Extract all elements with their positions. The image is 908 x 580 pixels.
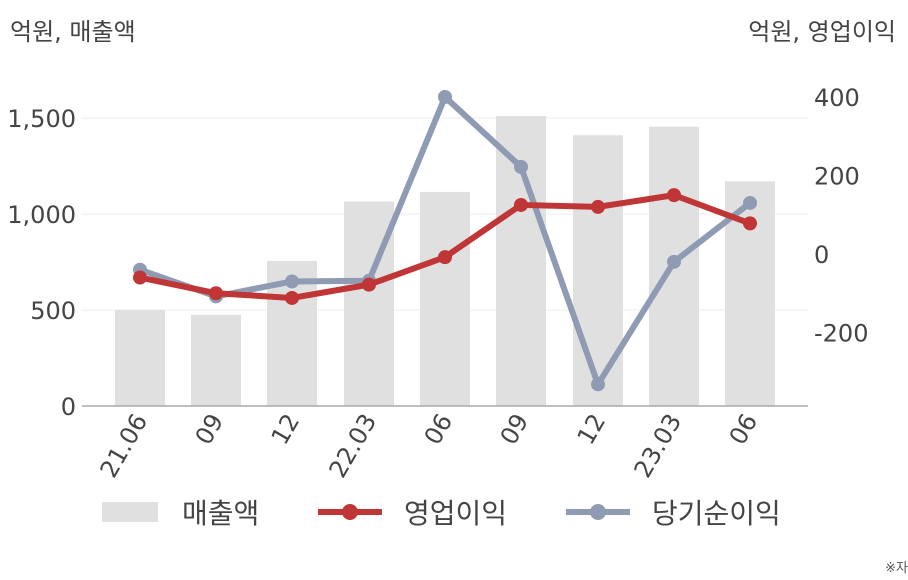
legend-label-operating-profit: 영업이익 [404,497,508,530]
x-tick-label: 09 [190,409,230,449]
data-point [514,197,528,212]
data-point [285,274,299,289]
data-point [743,195,757,210]
y-right-tick-label: 200 [814,163,860,191]
data-point [514,159,528,174]
y-right-tick-label: -200 [814,320,868,348]
legend-swatch-bar [102,502,158,522]
x-tick-label: 12 [572,409,612,449]
y-left-tick-label: 1,500 [7,105,76,133]
y-left-tick-label: 0 [61,393,76,421]
data-point [667,254,681,269]
data-point [209,286,223,301]
data-point [438,90,452,104]
x-tick-label: 06 [419,409,459,449]
data-point [591,377,605,392]
y-left-tick-label: 1,000 [7,201,76,229]
data-point [591,199,605,214]
combo-chart: 0 500 1,000 1,500 -200 0 200 400 21.06 09 12 22.0… [7,84,868,480]
x-tick-label: 09 [495,409,535,449]
data-point [667,188,681,203]
legend-label-net-income: 당기순이익 [652,497,781,530]
legend-item-sales: 매출액 [102,492,259,532]
bar [573,135,623,406]
left-axis-ticks: 0 500 1,000 1,500 [7,105,76,421]
y-right-tick-label: 0 [814,241,829,269]
data-point [133,270,147,285]
data-point [438,250,452,265]
right-axis-ticks: -200 0 200 400 [814,84,868,348]
data-point [285,290,299,305]
x-tick-label: 23.03 [629,409,688,480]
legend-swatch-line-red [318,504,382,520]
data-point [362,277,376,292]
line-series [133,90,757,392]
x-axis-ticks: 21.06 09 12 22.03 06 09 12 23.03 06 [95,409,764,480]
legend-label-sales: 매출액 [182,497,260,530]
footnote: ※자 [885,561,908,576]
left-axis-unit: 억원, 매출액 [10,18,136,46]
x-tick-label: 21.06 [95,409,154,480]
y-right-tick-label: 400 [814,84,860,112]
legend-swatch-line-gray [566,504,630,520]
bar [115,310,165,406]
x-tick-label: 06 [724,409,764,449]
legend-item-net-income: 당기순이익 [566,492,781,532]
x-tick-label: 22.03 [324,409,383,480]
bar [191,314,241,406]
bar-series [115,116,775,406]
bar [420,191,470,406]
data-point [743,216,757,231]
y-left-tick-label: 500 [30,297,76,325]
bar [496,116,546,406]
x-tick-label: 12 [266,409,306,449]
legend-item-operating-profit: 영업이익 [318,492,507,532]
right-axis-unit: 억원, 영업이익 [748,18,896,46]
